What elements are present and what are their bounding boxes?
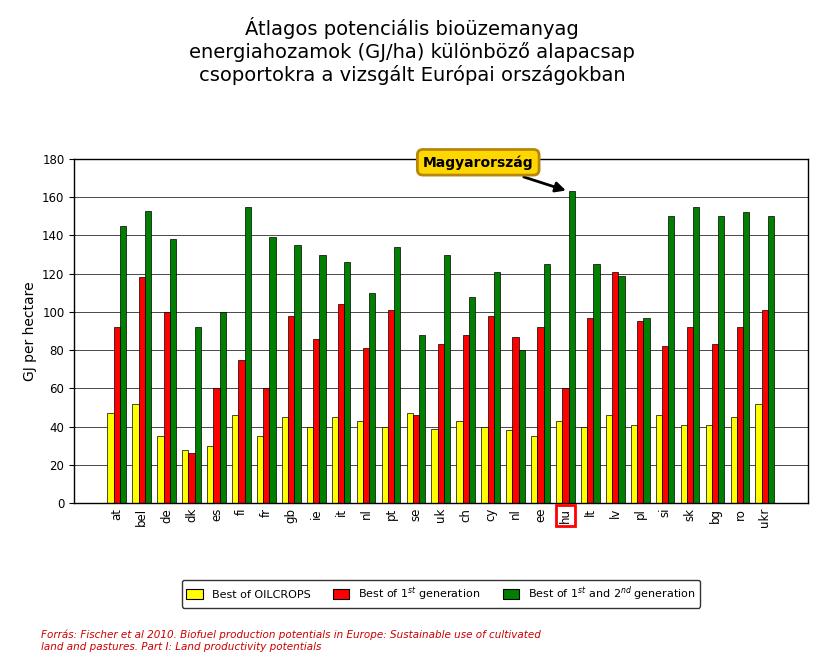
Bar [133, 404, 138, 503]
Bar [406, 413, 413, 503]
Bar [269, 237, 276, 503]
Bar [419, 335, 425, 503]
Bar [438, 344, 444, 503]
Bar [712, 344, 718, 503]
Bar [743, 213, 749, 503]
Bar [432, 428, 438, 503]
Bar [282, 417, 288, 503]
Bar [164, 312, 170, 503]
Bar [213, 389, 220, 503]
Bar [157, 436, 164, 503]
Bar [320, 254, 325, 503]
Bar [506, 430, 513, 503]
Bar [588, 318, 593, 503]
Bar [232, 415, 238, 503]
Bar [189, 453, 194, 503]
Bar [363, 348, 369, 503]
Bar [761, 310, 768, 503]
Bar [338, 305, 344, 503]
Bar [606, 415, 612, 503]
Bar [207, 446, 213, 503]
Bar [138, 277, 145, 503]
Bar [107, 413, 114, 503]
Bar [357, 421, 363, 503]
Bar [263, 389, 269, 503]
Bar [220, 312, 226, 503]
Bar [313, 339, 320, 503]
Bar [637, 322, 644, 503]
Bar [569, 191, 575, 503]
Bar [469, 297, 475, 503]
Bar [644, 318, 649, 503]
Bar [656, 415, 662, 503]
Text: Forrás: Fischer et al 2010. Biofuel production potentials in Europe: Sustainable: Forrás: Fischer et al 2010. Biofuel prod… [41, 630, 541, 652]
Bar [145, 211, 151, 503]
Bar [681, 425, 687, 503]
Bar [462, 335, 469, 503]
Bar [170, 239, 176, 503]
Bar [182, 449, 189, 503]
Bar [768, 216, 775, 503]
Bar [581, 426, 588, 503]
Bar [544, 264, 550, 503]
Bar [662, 346, 668, 503]
Bar [513, 337, 519, 503]
Bar [718, 216, 724, 503]
Bar [562, 389, 569, 503]
Bar [294, 245, 301, 503]
Bar [307, 426, 313, 503]
Bar [537, 327, 544, 503]
Legend: Best of OILCROPS, Best of 1$^{st}$ generation, Best of 1$^{st}$ and 2$^{nd}$ gen: Best of OILCROPS, Best of 1$^{st}$ gener… [181, 580, 700, 608]
Bar [114, 327, 120, 503]
Bar [519, 350, 525, 503]
Bar [120, 226, 126, 503]
Bar [456, 421, 462, 503]
Bar [705, 425, 712, 503]
Bar [413, 415, 419, 503]
Bar [612, 271, 619, 503]
Bar [257, 436, 263, 503]
Bar [693, 207, 700, 503]
Bar [631, 425, 637, 503]
Bar [382, 426, 388, 503]
Bar [194, 327, 201, 503]
Bar [531, 436, 537, 503]
Bar [444, 254, 450, 503]
Bar [756, 404, 761, 503]
Bar [488, 316, 494, 503]
Bar [245, 207, 250, 503]
Text: Átlagos potenciális bioüzemanyag
energiahozamok (GJ/ha) különböző alapacsap
csop: Átlagos potenciális bioüzemanyag energia… [189, 17, 635, 85]
Text: Magyarország: Magyarország [423, 155, 563, 191]
Bar [619, 275, 625, 503]
Bar [494, 271, 500, 503]
Bar [332, 417, 338, 503]
Bar [238, 359, 245, 503]
Bar [668, 216, 675, 503]
Bar [593, 264, 600, 503]
Bar [481, 426, 488, 503]
Bar [731, 417, 737, 503]
Bar [388, 310, 394, 503]
Bar [687, 327, 693, 503]
Y-axis label: GJ per hectare: GJ per hectare [22, 281, 36, 381]
Bar [556, 421, 562, 503]
Bar [394, 247, 400, 503]
Bar [288, 316, 294, 503]
Bar [737, 327, 743, 503]
Bar [369, 293, 376, 503]
Bar [344, 262, 350, 503]
